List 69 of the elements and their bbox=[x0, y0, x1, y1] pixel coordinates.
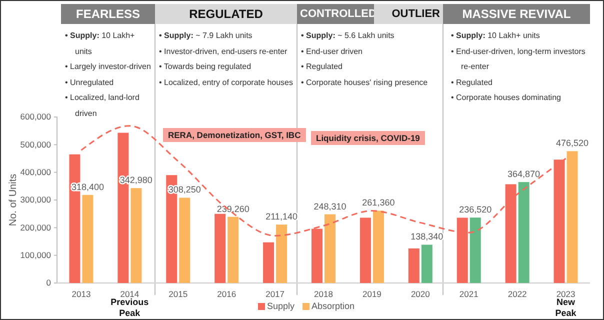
bar bbox=[408, 248, 420, 283]
bar bbox=[263, 242, 274, 283]
y-tick-label: 300,000 bbox=[20, 194, 52, 205]
x-tick-label: 2023 bbox=[556, 289, 576, 300]
data-label: 261,360 bbox=[362, 198, 395, 208]
x-tick-label: 2013 bbox=[72, 289, 91, 300]
text: • End-user driven bbox=[301, 46, 364, 58]
bar bbox=[566, 151, 578, 283]
x-tick-label: 2017 bbox=[266, 289, 285, 300]
text: CONTROLLED bbox=[297, 4, 376, 24]
legend-label: Supply bbox=[267, 301, 296, 311]
y-tick-label: 600,000 bbox=[20, 112, 52, 122]
legend-label: Absorption bbox=[312, 301, 355, 311]
data-label: 248,310 bbox=[314, 201, 346, 212]
text: • Regulated bbox=[451, 76, 494, 89]
text: • Corporate houses' rising presence bbox=[301, 76, 429, 89]
text: • Corporate houses dominating bbox=[451, 92, 562, 104]
text: FEARLESS bbox=[61, 4, 155, 24]
bar bbox=[130, 188, 142, 283]
text: • Investor-driven, end-users re-enter bbox=[159, 46, 288, 58]
bar bbox=[470, 218, 481, 283]
y-axis-title: No. of Units bbox=[8, 174, 19, 226]
bar bbox=[518, 182, 530, 283]
x-tick-label: 2016 bbox=[217, 289, 236, 300]
text: OUTLIER bbox=[392, 8, 440, 20]
y-tick-label: 200,000 bbox=[20, 222, 52, 232]
annotation: RERA, Demonetization, GST, IBC bbox=[163, 128, 306, 142]
bar bbox=[324, 214, 336, 283]
x-tick-label: 2019 bbox=[362, 289, 382, 300]
text: • Localized, entry of corporate houses bbox=[159, 76, 293, 89]
text: • Supply: 10 Lakh+ units bbox=[451, 31, 540, 40]
text: • End-user-driven, long-term investors re-enter bbox=[451, 46, 586, 73]
data-label: 476,520 bbox=[556, 138, 589, 148]
text: • Supply: 10 Lakh+ units bbox=[65, 31, 135, 56]
text: • Unregulated bbox=[65, 76, 115, 89]
bar bbox=[360, 218, 371, 283]
text: • Supply: ~ 7.9 Lakh units bbox=[159, 31, 252, 40]
y-tick-label: 500,000 bbox=[20, 139, 52, 150]
y-tick-label: 100,000 bbox=[20, 250, 52, 260]
bar bbox=[372, 210, 384, 283]
text: Previous Peak bbox=[110, 297, 150, 319]
x-tick-label: 2014 bbox=[120, 289, 140, 300]
data-label: 138,340 bbox=[410, 232, 444, 242]
data-label: 211,140 bbox=[266, 212, 298, 222]
bar bbox=[179, 198, 190, 283]
bar bbox=[228, 216, 239, 283]
data-label: 364,870 bbox=[508, 169, 540, 180]
x-tick-label: 2021 bbox=[459, 289, 479, 300]
annotation: Liquidity crisis, COVID-19 bbox=[311, 131, 425, 145]
x-tick-label: 2022 bbox=[508, 289, 528, 300]
text: • Towards being regulated bbox=[159, 61, 252, 73]
bar bbox=[82, 194, 94, 283]
text: REGULATED bbox=[155, 4, 297, 24]
x-tick-label: 2020 bbox=[410, 289, 430, 300]
y-tick-label: 0 bbox=[46, 278, 52, 288]
x-tick-label: 2015 bbox=[168, 289, 188, 300]
text: • Largely investor-driven bbox=[65, 61, 151, 73]
bar bbox=[421, 244, 432, 283]
data-label: 236,520 bbox=[459, 204, 492, 215]
text: New Peak bbox=[554, 297, 578, 319]
annotation: • Localized, land-lord driven bbox=[65, 92, 140, 120]
bar bbox=[214, 214, 226, 283]
x-tick-label: 2018 bbox=[314, 289, 334, 300]
bar bbox=[276, 224, 288, 283]
text: • Regulated bbox=[301, 61, 344, 73]
text: • Supply: ~ 5.6 Lakh units bbox=[301, 31, 394, 40]
data-label: 239,260 bbox=[216, 204, 250, 214]
y-tick-label: 400,000 bbox=[20, 167, 52, 178]
text: MASSIVE REVIVAL bbox=[443, 4, 590, 24]
